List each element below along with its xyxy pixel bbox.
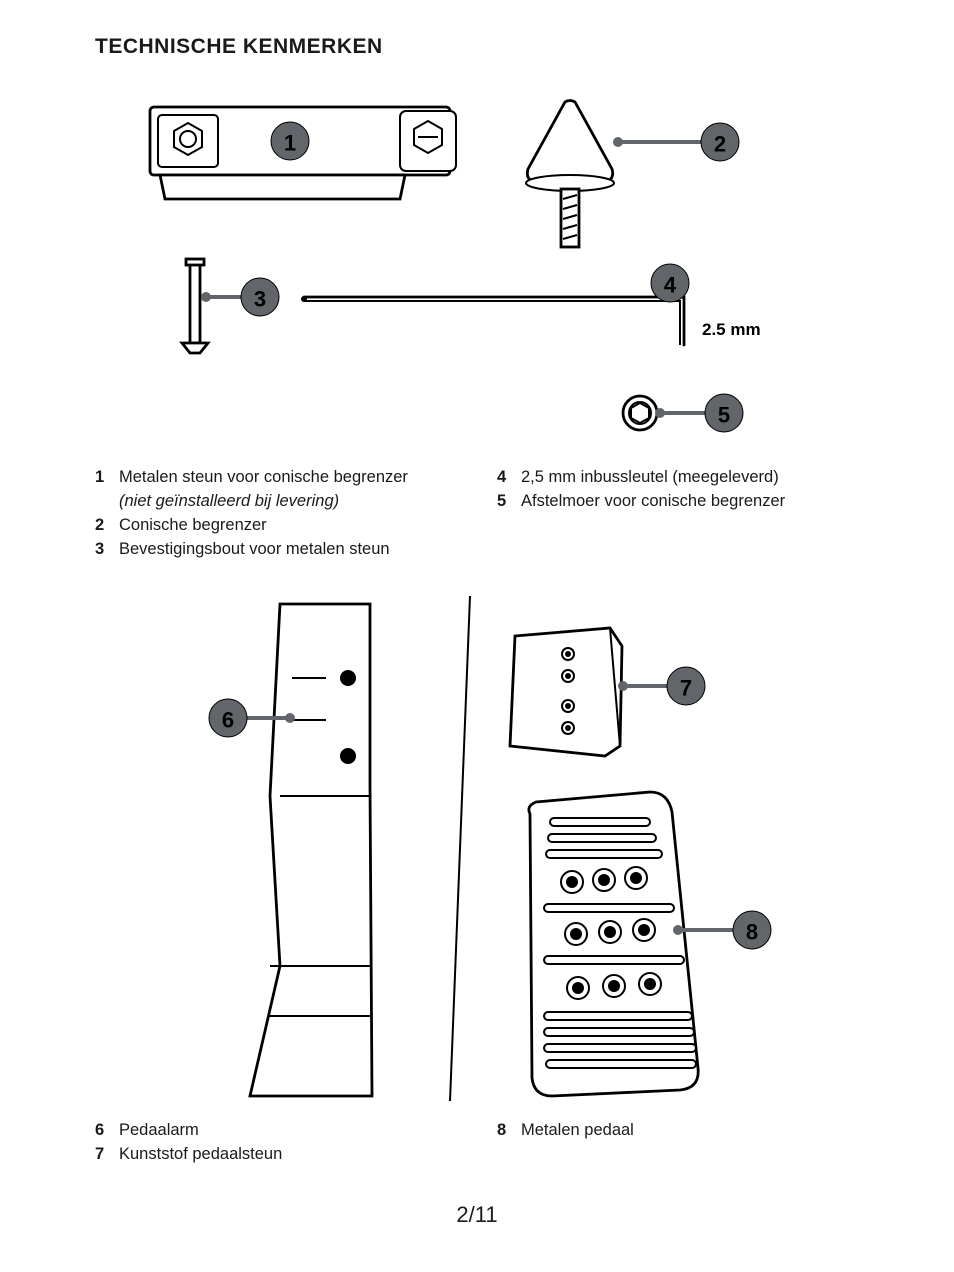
part-5-nut: 5	[623, 394, 743, 432]
callout-6: 6	[222, 707, 234, 732]
diagram-top: 1 2 3 4 2.5 mm	[120, 87, 760, 462]
legend-num: 7	[95, 1143, 119, 1167]
part-1-bracket: 1	[150, 107, 456, 199]
legend-num: 6	[95, 1119, 119, 1143]
legend-num: 1	[95, 466, 119, 514]
part-2-cone: 2	[526, 101, 739, 248]
legend-text: 2,5 mm inbussleutel (meegeleverd)	[521, 466, 779, 490]
callout-2: 2	[714, 132, 726, 157]
part-7-support: 7	[510, 628, 705, 756]
legend-bottom: 6Pedaalarm 7Kunststof pedaalsteun 8Metal…	[95, 1119, 859, 1167]
callout-1: 1	[284, 131, 296, 156]
part-4-allen-key: 4 2.5 mm	[301, 264, 760, 345]
dimension-label: 2.5 mm	[702, 320, 760, 339]
legend-num: 8	[497, 1119, 521, 1143]
legend-text: Kunststof pedaalsteun	[119, 1143, 282, 1167]
legend-num: 5	[497, 490, 521, 514]
legend-note: (niet geïnstalleerd bij levering)	[119, 492, 339, 510]
callout-3: 3	[254, 287, 266, 312]
callout-4: 4	[664, 273, 677, 298]
legend-text: Conische begrenzer	[119, 514, 267, 538]
legend-num: 4	[497, 466, 521, 490]
callout-7: 7	[680, 675, 692, 700]
legend-text: Metalen pedaal	[521, 1119, 634, 1143]
page-title: TECHNISCHE KENMERKEN	[95, 35, 859, 59]
legend-num: 2	[95, 514, 119, 538]
part-8-pedal: 8	[529, 792, 771, 1096]
legend-text: Pedaalarm	[119, 1119, 199, 1143]
legend-text: Bevestigingsbout voor metalen steun	[119, 538, 390, 562]
legend-num: 3	[95, 538, 119, 562]
diagram-bottom: 6 7	[120, 596, 760, 1111]
callout-5: 5	[718, 403, 730, 428]
callout-8: 8	[746, 919, 758, 944]
legend-text: Afstelmoer voor conische begrenzer	[521, 490, 785, 514]
legend-top: 1Metalen steun voor conische begrenzer (n…	[95, 466, 859, 562]
legend-text: Metalen steun voor conische begrenzer	[119, 468, 408, 486]
part-6-pedal-arm: 6	[209, 604, 372, 1096]
page-number: 2/11	[0, 1202, 954, 1228]
part-3-bolt: 3	[182, 259, 279, 353]
